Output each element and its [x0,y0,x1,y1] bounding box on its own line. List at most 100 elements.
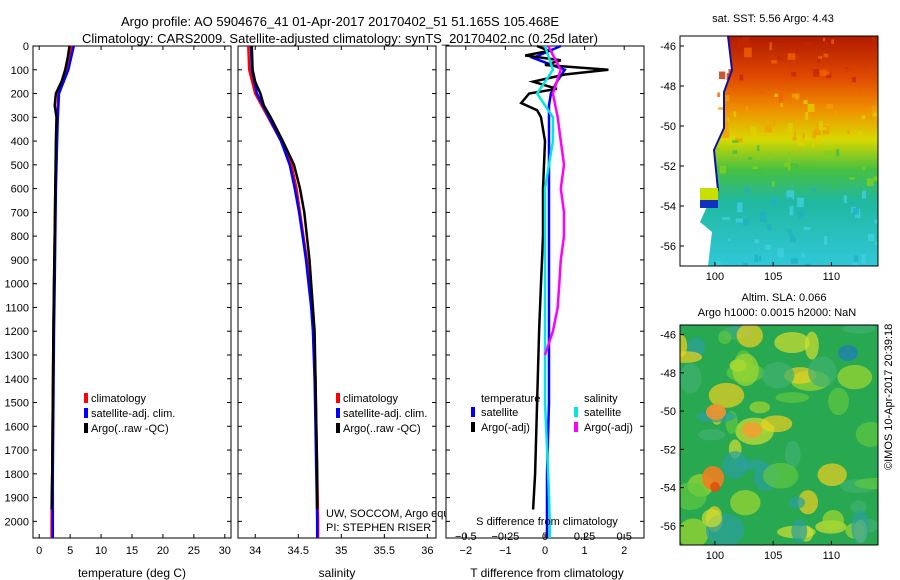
map-y-tick-label: -50 [660,121,676,133]
temperature-plot-frame [32,45,232,539]
legend-swatch-satellite [336,408,340,418]
map-y-tick-label: -52 [660,444,676,456]
y-tick-label: 1100 [5,302,29,314]
y-tick-label: 400 [11,136,29,148]
x-tick-label: 35 [335,545,347,557]
x2-tick-label: 0.25 [574,531,595,543]
salinity-plot-frame [237,45,437,539]
legend-label: satellite [584,407,621,419]
figure-subtitle: Climatology: CARS2009. Satellite-adjuste… [82,31,598,46]
map-y-tick-label: -54 [660,201,676,213]
series-line-argo-raw-qc- [250,45,319,510]
sla-map-field [680,325,878,545]
legend-swatch-satellite [84,408,88,418]
legend-swatch-argo [84,423,88,433]
legend-swatch-sal-argo [574,422,578,432]
x-tick-label: 30 [219,545,231,557]
temperature-legend: climatology satellite-adj. clim. Argo(..… [84,393,175,435]
y-tick-label: 200 [11,89,29,101]
x2-tick-label: −0.25 [491,531,519,543]
legend-swatch-sal-satellite [574,407,578,417]
legend-label: satellite-adj. clim. [343,408,427,420]
x2-tick-label: 0.5 [617,531,632,543]
x-tick-label: 5 [67,545,73,557]
difference-legend: temperature salinity satellite Argo(-adj… [471,393,633,434]
difference-panel: −2 −1 0 1 2 temperature salinity satellite A… [445,44,645,580]
y-tick-label: 800 [11,231,29,243]
y-tick-label: 2000 [5,516,29,528]
sst-map-panel: sat. SST: 5.56 Argo: 4.43 100 105 110-46-4 [660,13,879,283]
map-y-tick-label: -46 [660,330,676,342]
sla-map-title: Altim. SLA: 0.066 [742,292,827,304]
legend-label: satellite [481,407,518,419]
y-tick-label: 1800 [5,469,29,481]
salinity-legend: climatology satellite-adj. clim. Argo(..… [336,393,427,435]
x-tick-label: 0 [36,545,42,557]
temperature-axis-label: temperature (deg C) [78,566,186,580]
map-x-tick-label: 110 [823,550,841,562]
figure-title: Argo profile: AO 5904676_41 01-Apr-2017 … [120,14,560,29]
legend-swatch-climatology [84,393,88,403]
legend-label: satellite-adj. clim. [91,408,175,420]
x-tick-label: 36 [421,545,433,557]
y-tick-label: 1200 [5,326,29,338]
x-tick-label: −2 [460,545,473,557]
map-x-tick-label: 100 [706,550,724,562]
map-y-tick-label: -50 [660,406,676,418]
x-tick-label: 1 [582,545,588,557]
series-line-salinity-argo-adj- [543,45,566,356]
map-y-tick-label: -46 [660,41,676,53]
y-tick-label: 1000 [5,279,29,291]
sla-map-panel: Altim. SLA: 0.066 Argo h1000: 0.0015 h20… [660,292,879,562]
legend-swatch-argo [336,423,340,433]
map-y-tick-label: -56 [660,521,676,533]
temperature-difference-axis-label: T difference from climatology [470,566,624,580]
y-tick-label: 600 [11,184,29,196]
legend-swatch-temp-satellite [471,407,475,417]
sla-map-subtitle: Argo h1000: 0.0015 h2000: NaN [698,307,856,319]
x-tick-label: 20 [157,545,169,557]
sst-map-field [700,36,878,266]
y-tick-label: 1500 [5,398,29,410]
map-y-tick-label: -48 [660,81,676,93]
x-tick-label: 25 [188,545,200,557]
salinity-axis-label: salinity [319,566,356,580]
pi-annotation: PI: STEPHEN RISER [326,522,431,534]
legend-label: Argo(..raw -QC) [91,423,169,435]
y-tick-label: 1600 [5,421,29,433]
map-x-tick-label: 100 [706,271,724,283]
y-tick-label: 1900 [5,493,29,505]
y-tick-label: 300 [11,112,29,124]
x-tick-label: −1 [499,545,512,557]
y-tick-label: 1700 [5,445,29,457]
legend-label: Argo(..raw -QC) [343,423,421,435]
map-y-tick-label: -56 [660,241,676,253]
y-tick-label: 1400 [5,374,29,386]
series-line-argo-raw-qc- [50,45,71,510]
series-line-salinity-satellite [535,45,555,538]
x-tick-label: 34 [249,545,261,557]
temperature-panel: 0100200300400500600700800900100011001200… [5,41,232,580]
y-tick-label: 900 [11,255,29,267]
x-tick-label: 2 [621,545,627,557]
float-owner-annotation: UW, SOCCOM, Argo equivalent [326,508,481,520]
salinity-difference-axis-label: S difference from climatology [476,516,618,528]
map-x-tick-label: 105 [764,271,782,283]
salinity-panel: 34 34.5 35 35.5 36 climatology satellite-adj… [237,45,481,580]
legend-title-temperature: temperature [481,393,540,405]
legend-label: climatology [91,393,147,405]
y-tick-label: 0 [23,41,29,53]
y-tick-label: 700 [11,207,29,219]
x2-tick-label: −0.5 [455,531,477,543]
legend-label: Argo(-adj) [584,422,633,434]
x-tick-label: 34.5 [288,545,309,557]
x-tick-label: 35.5 [374,545,395,557]
x-tick-label: 0 [542,545,548,557]
sst-map-title: sat. SST: 5.56 Argo: 4.43 [712,13,834,25]
sla-map-frame [679,324,879,546]
map-x-tick-label: 110 [823,271,841,283]
map-y-tick-label: -52 [660,161,676,173]
map-y-tick-label: -54 [660,483,676,495]
map-y-tick-label: -48 [660,368,676,380]
